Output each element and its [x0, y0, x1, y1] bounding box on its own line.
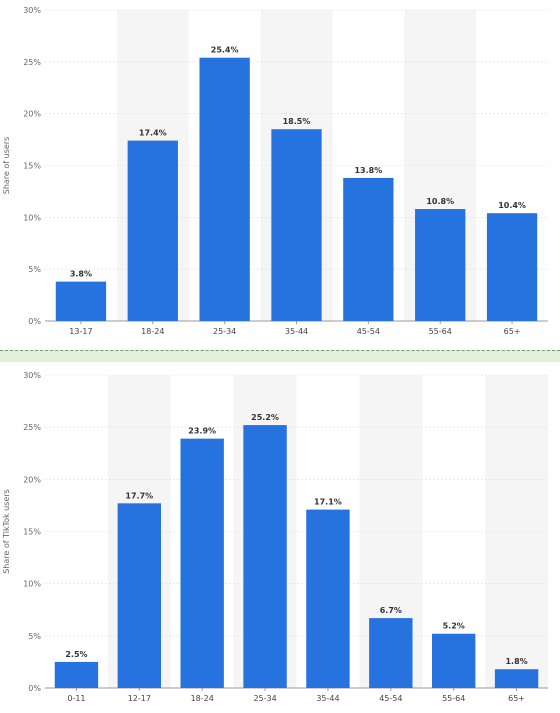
bar-12-17: [117, 503, 162, 688]
y-tick-label: 20%: [23, 475, 41, 484]
bar-65+: [486, 213, 538, 321]
x-tick-label: 13-17: [69, 327, 92, 336]
bar-35-44: [306, 509, 350, 688]
x-tick-label: 18-24: [141, 327, 164, 336]
data-label: 25.2%: [251, 413, 279, 422]
bar-45-54: [369, 618, 413, 688]
y-tick-label: 0%: [28, 317, 41, 326]
data-label: 23.9%: [188, 427, 216, 436]
bar-chart-2: 0% 5% 10% 15% 20% 25% 30% 2.5% 0-11 17.7% 12-17 23.…: [2, 371, 548, 703]
x-tick-label: 55-64: [429, 327, 452, 336]
data-label: 10.8%: [426, 197, 454, 206]
y-tick-label: 15%: [23, 528, 41, 537]
y-tick-label: 10%: [23, 580, 41, 589]
x-tick-label: 55-64: [442, 694, 465, 703]
data-label: 13.8%: [354, 166, 382, 175]
bar-0-11: [54, 661, 99, 688]
bar-45-54: [343, 177, 394, 321]
data-label: 5.2%: [443, 622, 465, 631]
y-tick-label: 25%: [23, 58, 41, 67]
bar-55-64: [415, 209, 466, 321]
bar-18-24: [127, 140, 178, 321]
x-tick-label: 65+: [508, 694, 525, 703]
bar-18-24: [180, 438, 224, 688]
bar-25-34: [199, 57, 250, 321]
y-tick-label: 20%: [23, 110, 41, 119]
data-label: 17.7%: [125, 491, 153, 500]
x-tick-label: 45-54: [379, 694, 402, 703]
x-tick-label: 65+: [504, 327, 521, 336]
x-tick-label: 12-17: [128, 694, 151, 703]
x-tick-label: 45-54: [357, 327, 380, 336]
y-tick-label: 30%: [23, 6, 41, 15]
section-divider: [0, 350, 560, 362]
x-tick-label: 0-11: [67, 694, 85, 703]
data-label: 25.4%: [211, 46, 239, 55]
data-label: 17.1%: [314, 498, 342, 507]
x-tick-label: 18-24: [191, 694, 214, 703]
bar-35-44: [271, 129, 322, 321]
y-tick-label: 5%: [28, 265, 41, 274]
bar-13-17: [55, 281, 107, 321]
bar-55-64: [431, 633, 476, 688]
data-label: 18.5%: [283, 117, 311, 126]
x-tick-label: 25-34: [213, 327, 236, 336]
y-tick-label: 15%: [23, 162, 41, 171]
data-label: 6.7%: [380, 606, 402, 615]
x-tick-label: 25-34: [253, 694, 276, 703]
y-tick-label: 25%: [23, 423, 41, 432]
y-tick-label: 30%: [23, 371, 41, 380]
data-label: 2.5%: [65, 650, 87, 659]
bar-chart-1: 0% 5% 10% 15% 20% 25% 30% 3.8% 13-17 17.4% 18-24 25…: [2, 6, 548, 336]
y-tick-label: 10%: [23, 213, 41, 222]
data-label: 1.8%: [505, 657, 527, 666]
y-tick-label: 0%: [28, 684, 41, 693]
chart-panel-1: 0% 5% 10% 15% 20% 25% 30% 3.8% 13-17 17.4% 18-24 25…: [0, 0, 560, 350]
data-label: 3.8%: [70, 270, 92, 279]
y-tick-label: 5%: [28, 632, 41, 641]
y-axis-title: Share of TikTok users: [2, 489, 11, 574]
x-tick-label: 35-44: [285, 327, 308, 336]
x-tick-label: 35-44: [316, 694, 339, 703]
data-label: 17.4%: [139, 129, 167, 138]
bar-65+: [494, 669, 539, 688]
chart-panel-2: 0% 5% 10% 15% 20% 25% 30% 2.5% 0-11 17.7% 12-17 23.…: [0, 362, 560, 713]
bar-25-34: [243, 425, 287, 688]
data-label: 10.4%: [498, 201, 526, 210]
y-axis-title: Share of users: [2, 137, 11, 195]
